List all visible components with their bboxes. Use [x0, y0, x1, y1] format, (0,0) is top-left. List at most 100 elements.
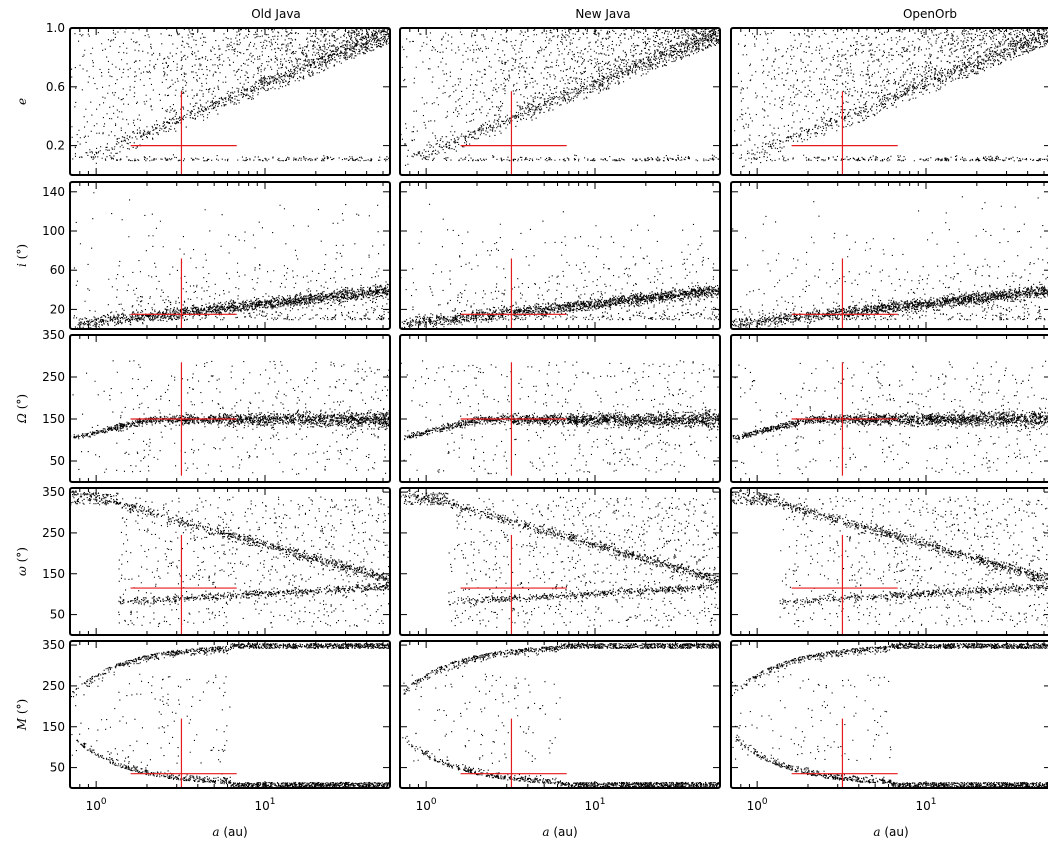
scatter-point-cloud [731, 489, 1048, 628]
y-tick-label: 350 [42, 638, 65, 652]
scatter-panel: 50 150 250 350 [42, 485, 391, 636]
scatter-panel [399, 27, 721, 176]
scatter-panel [730, 487, 1048, 636]
x-axis-label: a (au) [212, 825, 247, 839]
scatter-point-cloud [732, 28, 1048, 168]
y-tick-label: 350 [42, 485, 65, 499]
x-tick-label: 101 [915, 797, 936, 813]
error-cross [460, 534, 567, 635]
error-cross [791, 718, 898, 788]
axes-frame [69, 181, 391, 330]
x-tick-label: 100 [86, 797, 107, 813]
scatter-panel [399, 487, 721, 636]
error-cross [130, 362, 237, 476]
y-axis-label: M (°) [15, 699, 29, 731]
y-axis-label: e [15, 98, 29, 105]
axes-frame [69, 487, 391, 636]
axes-frame [399, 334, 721, 483]
scatter-points [402, 643, 720, 788]
x-axis-labels: a (au) a (au) a (au) [212, 825, 908, 839]
y-tick-label: 250 [42, 679, 65, 693]
axes-frame [730, 334, 1048, 483]
scatter-point-cloud [731, 643, 1048, 788]
scatter-point-cloud [400, 203, 720, 329]
scatter-panel [730, 334, 1048, 483]
y-tick-label: 50 [50, 608, 65, 622]
scatter-points [732, 28, 1048, 168]
scatter-point-cloud [400, 360, 720, 475]
y-axis-label: Ω (°) [15, 394, 29, 424]
column-title-openorb: OpenOrb [903, 7, 957, 21]
scatter-points [731, 489, 1048, 628]
error-cross [460, 362, 567, 476]
y-axis-label: i (°) [15, 244, 29, 267]
axes-frame [730, 487, 1048, 636]
scatter-point-cloud [71, 28, 390, 164]
scatter-points [70, 360, 390, 475]
axes-frame [69, 640, 391, 789]
scatter-panel [730, 27, 1048, 176]
axes-frame [730, 640, 1048, 789]
scatter-point-cloud [73, 192, 390, 329]
scatter-points [732, 360, 1048, 475]
scatter-points [73, 192, 390, 329]
y-tick-label: 150 [42, 412, 65, 426]
scatter-panel: 50 150 250 350 100 101 [42, 638, 391, 813]
scatter-point-cloud [732, 360, 1048, 475]
column-title-old-java: Old Java [251, 7, 301, 21]
y-tick-label: 60 [50, 263, 65, 277]
y-tick-label: 140 [42, 185, 65, 199]
axes-frame [69, 334, 391, 483]
y-tick-label: 150 [42, 567, 65, 581]
axes-frame [730, 181, 1048, 330]
scatter-panel: 0.2 0.6 1.0 [46, 21, 391, 176]
error-cross [130, 91, 237, 175]
scatter-panel: 20 60 100 140 [42, 181, 391, 330]
scatter-panel: 100 101 [730, 640, 1048, 813]
column-title-new-java: New Java [575, 7, 630, 21]
y-tick-label: 0.2 [46, 139, 65, 153]
axes-frame [69, 27, 391, 176]
y-tick-label: 250 [42, 370, 65, 384]
scatter-points [71, 28, 390, 164]
scatter-panel [399, 334, 721, 483]
scatter-panel: 100 101 [399, 640, 721, 813]
error-cross [791, 362, 898, 476]
axes-frame [399, 487, 721, 636]
y-tick-label: 250 [42, 526, 65, 540]
scatter-point-cloud [70, 643, 390, 788]
panel-grid: 0.2 0.6 1.0 20 60 100 140 50 150 250 350 50 150 250 35… [42, 21, 1048, 813]
x-tick-label: 100 [747, 797, 768, 813]
error-cross [460, 91, 567, 175]
y-tick-label: 20 [50, 302, 65, 316]
scatter-points [400, 489, 720, 628]
y-tick-label: 350 [42, 328, 65, 342]
column-titles: Old Java New Java OpenOrb [251, 7, 957, 21]
error-cross [791, 91, 898, 175]
error-cross [460, 258, 567, 329]
scatter-panel: 50 150 250 350 [42, 328, 391, 483]
error-cross [130, 718, 237, 788]
scatter-panel [730, 181, 1048, 330]
axes-frame [399, 181, 721, 330]
error-cross [130, 534, 237, 635]
scatter-point-cloud [400, 489, 720, 628]
scatter-points [731, 196, 1048, 329]
y-tick-label: 50 [50, 454, 65, 468]
scatter-points [400, 28, 720, 166]
axes-frame [730, 27, 1048, 176]
scatter-point-cloud [70, 490, 390, 628]
error-cross [791, 258, 898, 329]
y-tick-label: 50 [50, 761, 65, 775]
y-tick-label: 150 [42, 720, 65, 734]
scatter-point-cloud [70, 360, 390, 475]
scatter-points [70, 490, 390, 628]
scatter-point-cloud [400, 28, 720, 166]
scatter-point-cloud [402, 643, 720, 788]
x-axis-label: a (au) [873, 825, 908, 839]
axes-frame [399, 640, 721, 789]
scatter-point-cloud [731, 196, 1048, 329]
y-axis-label: ω (°) [15, 547, 29, 576]
x-axis-label: a (au) [542, 825, 577, 839]
